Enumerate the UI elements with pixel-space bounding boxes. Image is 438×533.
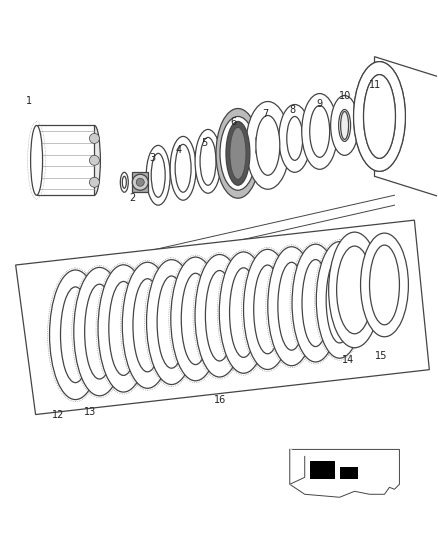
Ellipse shape (268, 247, 315, 366)
Ellipse shape (302, 260, 329, 346)
Text: 9: 9 (317, 99, 323, 109)
Ellipse shape (170, 136, 196, 200)
Polygon shape (310, 462, 335, 479)
Circle shape (273, 148, 280, 155)
Ellipse shape (85, 284, 114, 379)
Text: 3: 3 (149, 154, 155, 163)
Circle shape (89, 155, 99, 165)
Text: 5: 5 (201, 139, 207, 148)
Ellipse shape (256, 116, 280, 175)
Polygon shape (132, 172, 148, 192)
Circle shape (265, 162, 271, 169)
Ellipse shape (246, 101, 290, 189)
Text: 14: 14 (342, 354, 354, 365)
Ellipse shape (109, 281, 138, 375)
Ellipse shape (331, 95, 359, 155)
Circle shape (136, 178, 144, 186)
Ellipse shape (226, 122, 250, 185)
Ellipse shape (205, 271, 234, 361)
Polygon shape (37, 125, 95, 195)
Ellipse shape (328, 232, 381, 348)
Ellipse shape (171, 257, 220, 381)
Ellipse shape (220, 117, 256, 190)
Ellipse shape (292, 244, 339, 362)
Circle shape (259, 158, 266, 165)
Ellipse shape (364, 75, 396, 158)
Ellipse shape (88, 125, 100, 195)
Circle shape (270, 125, 277, 133)
Ellipse shape (146, 146, 170, 205)
Circle shape (265, 122, 271, 128)
Polygon shape (290, 449, 305, 484)
Ellipse shape (244, 249, 292, 369)
Ellipse shape (341, 111, 349, 140)
Ellipse shape (254, 265, 282, 354)
Circle shape (270, 158, 277, 165)
Ellipse shape (278, 262, 305, 350)
Circle shape (255, 135, 262, 143)
Ellipse shape (181, 273, 210, 365)
Text: 4: 4 (175, 146, 181, 155)
Ellipse shape (353, 62, 406, 171)
Ellipse shape (133, 279, 162, 372)
Text: 12: 12 (52, 409, 65, 419)
Text: 11: 11 (369, 79, 381, 90)
Ellipse shape (216, 109, 260, 198)
Ellipse shape (287, 117, 303, 160)
Ellipse shape (122, 262, 173, 389)
Circle shape (132, 174, 148, 190)
Text: 1: 1 (25, 95, 32, 106)
Circle shape (259, 125, 266, 133)
Ellipse shape (195, 254, 244, 377)
Ellipse shape (157, 276, 186, 368)
Ellipse shape (279, 104, 311, 172)
Ellipse shape (370, 245, 399, 325)
Text: 7: 7 (262, 109, 268, 119)
Polygon shape (374, 56, 438, 198)
Polygon shape (16, 220, 429, 415)
Circle shape (255, 148, 262, 155)
Text: 6: 6 (230, 117, 236, 127)
Text: 8: 8 (290, 106, 296, 116)
Ellipse shape (49, 270, 101, 400)
Ellipse shape (98, 265, 149, 392)
Ellipse shape (120, 172, 128, 192)
Circle shape (89, 177, 99, 187)
Ellipse shape (219, 252, 268, 373)
Ellipse shape (60, 287, 90, 383)
Text: 15: 15 (375, 351, 388, 361)
Ellipse shape (302, 94, 338, 169)
Ellipse shape (360, 233, 408, 337)
Ellipse shape (230, 268, 258, 358)
Ellipse shape (200, 138, 216, 185)
Ellipse shape (353, 62, 406, 171)
Ellipse shape (339, 109, 350, 141)
Polygon shape (339, 467, 357, 479)
Ellipse shape (337, 246, 372, 334)
Circle shape (89, 133, 99, 143)
Ellipse shape (147, 260, 197, 384)
Ellipse shape (230, 127, 246, 179)
Ellipse shape (326, 257, 353, 343)
Ellipse shape (151, 154, 165, 197)
Ellipse shape (195, 130, 221, 193)
Ellipse shape (175, 144, 191, 192)
Ellipse shape (316, 241, 363, 358)
Text: 16: 16 (214, 394, 226, 405)
Text: 10: 10 (339, 91, 351, 101)
Ellipse shape (31, 125, 42, 195)
Ellipse shape (364, 75, 396, 158)
Ellipse shape (74, 268, 125, 396)
Text: 2: 2 (129, 193, 135, 203)
Circle shape (273, 135, 280, 143)
Text: 13: 13 (84, 407, 96, 416)
Polygon shape (290, 449, 399, 497)
Ellipse shape (122, 176, 126, 188)
Ellipse shape (310, 106, 330, 157)
